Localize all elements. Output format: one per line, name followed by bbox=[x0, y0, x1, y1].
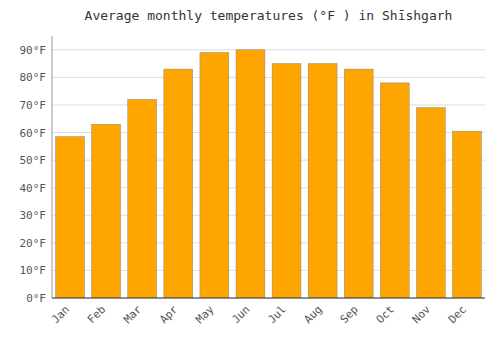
bars bbox=[56, 50, 482, 298]
x-axis-line bbox=[52, 298, 485, 299]
y-tick-label: 10°F bbox=[20, 264, 47, 277]
x-tick-label: Oct bbox=[374, 303, 397, 326]
bar bbox=[56, 137, 85, 298]
y-tick-label: 60°F bbox=[20, 127, 47, 140]
y-tick-label: 40°F bbox=[20, 182, 47, 195]
bar bbox=[272, 64, 301, 298]
bar bbox=[380, 83, 409, 298]
bar bbox=[236, 50, 265, 298]
bar bbox=[92, 124, 121, 298]
y-tick-label: 50°F bbox=[20, 154, 47, 167]
y-tick-label: 90°F bbox=[20, 44, 47, 57]
x-tick-label: Sep bbox=[338, 303, 361, 326]
x-tick-label: Mar bbox=[121, 303, 145, 327]
y-tick-label: 70°F bbox=[20, 99, 47, 112]
x-tick-label: Aug bbox=[302, 303, 325, 326]
bar bbox=[308, 64, 337, 298]
y-tick-label: 30°F bbox=[20, 209, 47, 222]
x-tick-label: Jun bbox=[229, 303, 252, 326]
x-tick-label: Dec bbox=[446, 303, 469, 326]
grid-line bbox=[52, 298, 485, 299]
bar bbox=[453, 131, 482, 298]
bar bbox=[344, 69, 373, 298]
grid-line bbox=[52, 77, 485, 78]
bar bbox=[200, 53, 229, 298]
chart-container: Average monthly temperatures (°F ) in Sh… bbox=[0, 0, 500, 350]
x-tick-label: Apr bbox=[157, 303, 181, 327]
x-tick-label: Jan bbox=[49, 303, 72, 326]
y-tick-label: 20°F bbox=[20, 237, 47, 250]
x-tick-label: May bbox=[193, 303, 217, 327]
grid-line bbox=[52, 49, 485, 50]
bar bbox=[128, 99, 157, 298]
y-tick-label: 0°F bbox=[26, 292, 46, 305]
grid bbox=[52, 50, 485, 298]
x-tick-label: Nov bbox=[410, 303, 434, 327]
title: Average monthly temperatures (°F ) in Sh… bbox=[85, 8, 453, 23]
y-axis-line bbox=[52, 36, 53, 298]
y-tick-label: 80°F bbox=[20, 71, 47, 84]
x-tick-label: Jul bbox=[265, 303, 288, 326]
bar bbox=[164, 69, 193, 298]
bar bbox=[416, 108, 445, 298]
grid-line bbox=[52, 104, 485, 105]
chart-svg: Average monthly temperatures (°F ) in Sh… bbox=[0, 0, 500, 350]
x-tick-label: Feb bbox=[85, 303, 108, 326]
